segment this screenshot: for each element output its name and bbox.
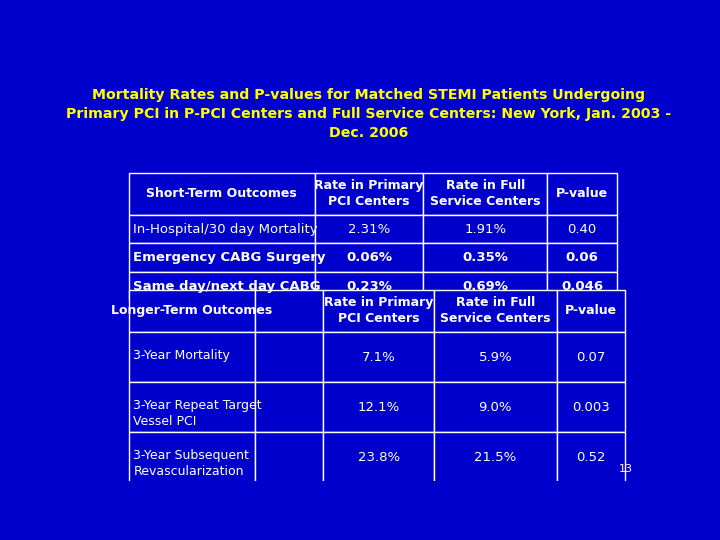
Bar [557, 432, 625, 482]
Text: Short-Term Outcomes: Short-Term Outcomes [146, 187, 297, 200]
Text: 0.07: 0.07 [576, 350, 606, 363]
Bar [129, 244, 315, 272]
Text: 0.06: 0.06 [566, 251, 598, 264]
Text: 0.06%: 0.06% [346, 251, 392, 264]
Bar [547, 173, 617, 215]
Text: 0.003: 0.003 [572, 401, 610, 414]
Bar [255, 382, 323, 432]
Bar [129, 332, 255, 382]
Bar [129, 432, 255, 482]
Text: 23.8%: 23.8% [358, 450, 400, 464]
Bar [557, 289, 625, 332]
Bar [129, 289, 255, 332]
Text: 3-Year Subsequent
Revascularization: 3-Year Subsequent Revascularization [133, 449, 249, 478]
Text: 0.40: 0.40 [567, 222, 597, 235]
Text: Same day/next day CABG: Same day/next day CABG [133, 280, 321, 293]
Bar [557, 332, 625, 382]
Text: 0.35%: 0.35% [462, 251, 508, 264]
Text: 7.1%: 7.1% [362, 350, 395, 363]
Bar [255, 432, 323, 482]
Bar [547, 244, 617, 272]
Bar [434, 332, 557, 382]
Bar [315, 215, 423, 244]
Text: 13: 13 [618, 464, 632, 475]
Bar [547, 215, 617, 244]
Text: 12.1%: 12.1% [358, 401, 400, 414]
Text: 0.046: 0.046 [561, 280, 603, 293]
Text: Mortality Rates and P-values for Matched STEMI Patients Undergoing
Primary PCI i: Mortality Rates and P-values for Matched… [66, 88, 672, 140]
Bar [315, 173, 423, 215]
Bar [323, 382, 434, 432]
Text: Rate in Full
Service Centers: Rate in Full Service Centers [440, 296, 551, 325]
Text: Emergency CABG Surgery: Emergency CABG Surgery [133, 251, 326, 264]
Bar [434, 432, 557, 482]
Bar [323, 432, 434, 482]
Text: 9.0%: 9.0% [479, 401, 512, 414]
Bar [423, 215, 547, 244]
Text: 1.91%: 1.91% [464, 222, 506, 235]
Bar [255, 332, 323, 382]
Text: P-value: P-value [564, 305, 617, 318]
Bar [434, 382, 557, 432]
Bar [423, 173, 547, 215]
Text: 3-Year Mortality: 3-Year Mortality [133, 349, 230, 362]
Bar [315, 272, 423, 300]
Bar [423, 244, 547, 272]
Bar [255, 289, 323, 332]
Text: Rate in Primary
PCI Centers: Rate in Primary PCI Centers [324, 296, 433, 325]
Bar [129, 215, 315, 244]
Text: 0.69%: 0.69% [462, 280, 508, 293]
Bar [557, 382, 625, 432]
Bar [129, 272, 315, 300]
Bar [423, 272, 547, 300]
Bar [547, 272, 617, 300]
Text: Longer-Term Outcomes: Longer-Term Outcomes [112, 305, 273, 318]
Text: 2.31%: 2.31% [348, 222, 390, 235]
Bar [315, 244, 423, 272]
Text: Rate in Primary
PCI Centers: Rate in Primary PCI Centers [315, 179, 423, 208]
Bar [323, 289, 434, 332]
Bar [129, 173, 315, 215]
Text: In-Hospital/30 day Mortality: In-Hospital/30 day Mortality [133, 222, 318, 235]
Text: 3-Year Repeat Target
Vessel PCI: 3-Year Repeat Target Vessel PCI [133, 400, 262, 428]
Bar [323, 332, 434, 382]
Text: 5.9%: 5.9% [479, 350, 512, 363]
Bar [129, 382, 255, 432]
Text: 0.52: 0.52 [576, 450, 606, 464]
Text: Rate in Full
Service Centers: Rate in Full Service Centers [430, 179, 541, 208]
Text: P-value: P-value [556, 187, 608, 200]
Text: 21.5%: 21.5% [474, 450, 516, 464]
Bar [434, 289, 557, 332]
Text: 0.23%: 0.23% [346, 280, 392, 293]
